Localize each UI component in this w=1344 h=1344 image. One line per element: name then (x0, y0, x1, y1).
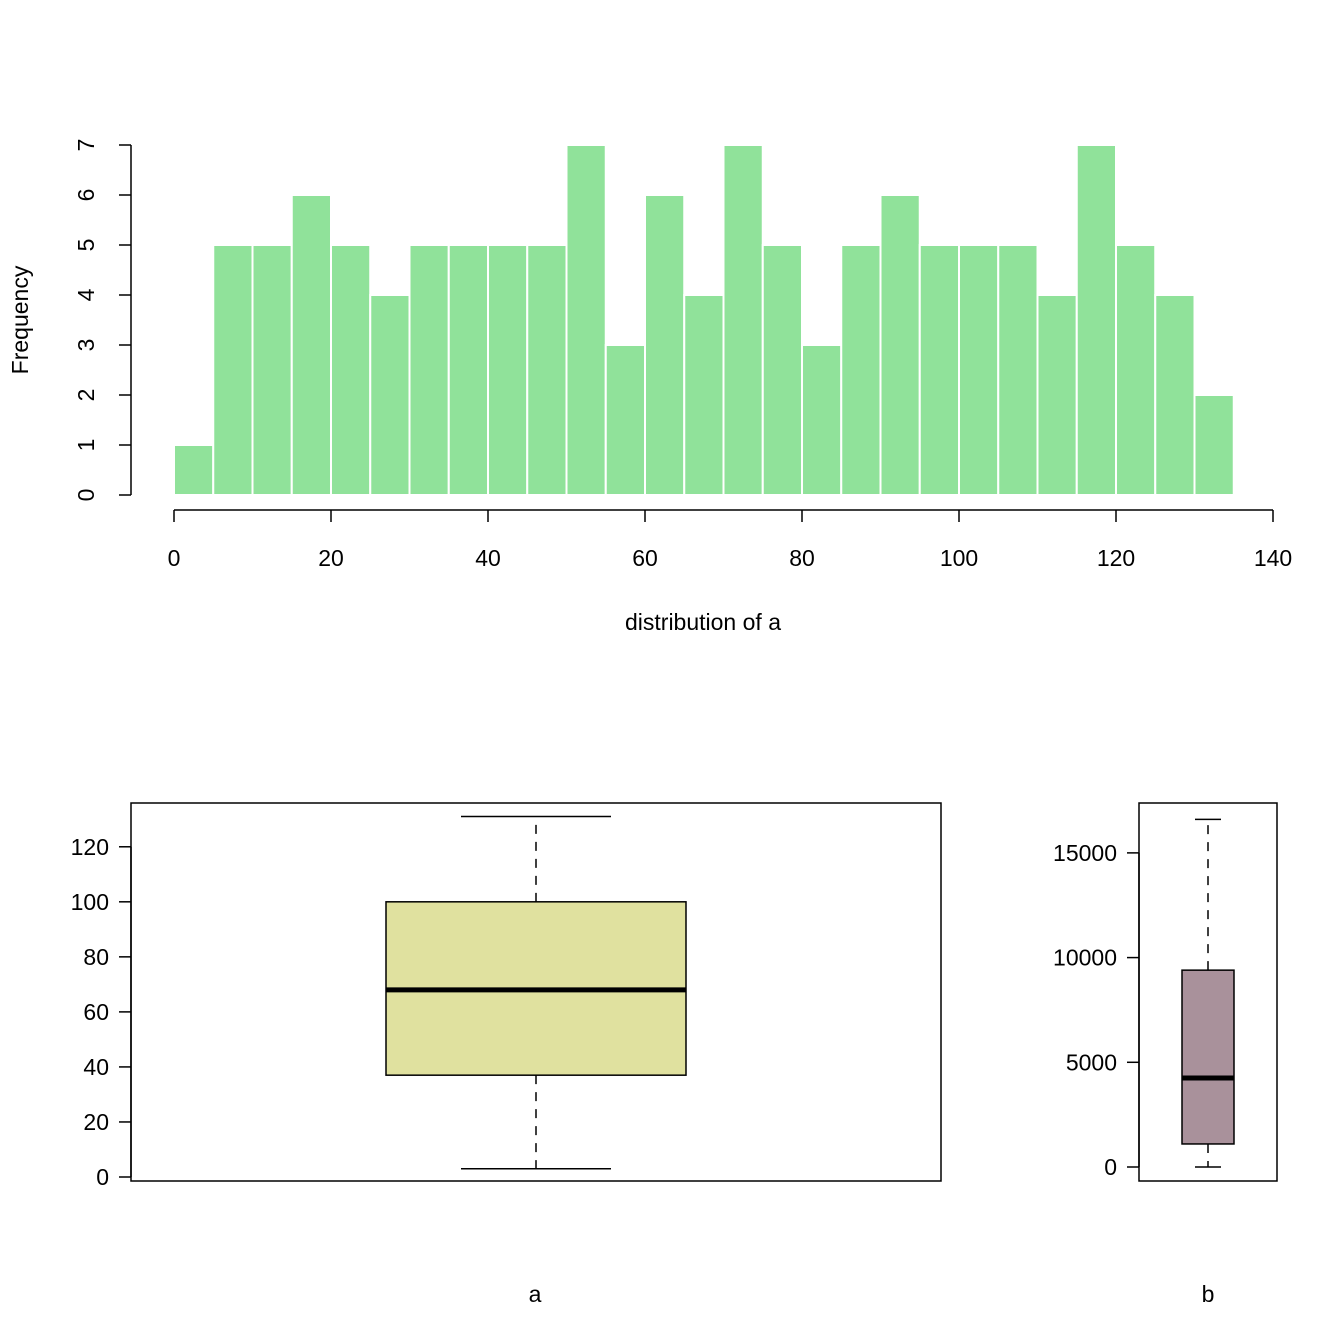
histogram-bar (330, 244, 372, 496)
histogram-bar (369, 294, 411, 496)
boxplot-b-y-axis: 0 5000 10000 15000 (1053, 840, 1140, 1180)
histogram-bar (1036, 294, 1078, 496)
y-tick-label: 0 (1104, 1154, 1117, 1180)
histogram-y-tick-label: 7 (73, 139, 99, 152)
y-tick-label: 5000 (1066, 1049, 1117, 1075)
histogram-bar (526, 244, 568, 496)
histogram-bar (604, 344, 646, 496)
histogram-y-tick-label: 4 (73, 288, 99, 301)
box-iqr (1181, 969, 1235, 1145)
histogram-y-tick-label: 6 (73, 189, 99, 202)
histogram-x-tick-label: 60 (632, 545, 658, 571)
histogram-bars (173, 144, 1235, 496)
histogram-bar (251, 244, 293, 496)
histogram-bar (173, 444, 215, 496)
y-tick-label: 15000 (1053, 840, 1117, 866)
histogram-bar (840, 244, 882, 496)
histogram-y-tick-label: 2 (73, 389, 99, 402)
histogram-bar (644, 194, 686, 496)
histogram-x-axis-label: distribution of a (625, 609, 781, 635)
histogram-y-axis: 0 1 2 3 4 5 6 7 (73, 139, 132, 502)
boxplot-b-x-label: b (1202, 1281, 1215, 1307)
histogram-y-tick-label: 0 (73, 489, 99, 502)
histogram-bar (1193, 394, 1235, 496)
y-tick-label: 60 (83, 999, 109, 1025)
histogram-bar (487, 244, 529, 496)
y-tick-label: 20 (83, 1109, 109, 1135)
y-tick-label: 100 (71, 889, 109, 915)
histogram-bar (879, 194, 921, 496)
y-tick-label: 40 (83, 1054, 109, 1080)
histogram-panel: 0 20 40 60 80 100 120 140 0 1 2 3 4 5 6 7 distribution… (7, 139, 1292, 635)
y-tick-label: 10000 (1053, 945, 1117, 971)
histogram-bar (447, 244, 489, 496)
histogram-bar (997, 244, 1039, 496)
histogram-bar (761, 244, 803, 496)
histogram-y-tick-label: 3 (73, 339, 99, 352)
histogram-bar (683, 294, 725, 496)
histogram-y-tick-label: 5 (73, 239, 99, 252)
histogram-bar (918, 244, 960, 496)
histogram-bar (290, 194, 332, 496)
histogram-x-tick-label: 0 (168, 545, 181, 571)
y-tick-label: 80 (83, 944, 109, 970)
boxplot-a-panel: 0 20 40 60 80 100 120 a (71, 802, 942, 1307)
histogram-x-tick-label: 20 (318, 545, 344, 571)
histogram-x-tick-label: 40 (475, 545, 501, 571)
histogram-bar (958, 244, 1000, 496)
histogram-bar (565, 144, 607, 496)
histogram-x-tick-label: 100 (940, 545, 978, 571)
histogram-y-tick-label: 1 (73, 439, 99, 452)
histogram-bar (1154, 294, 1196, 496)
histogram-bar (1115, 244, 1157, 496)
y-tick-label: 120 (71, 834, 109, 860)
boxplot-b-marks (1181, 818, 1235, 1168)
boxplot-a-x-label: a (529, 1281, 542, 1307)
histogram-x-axis: 0 20 40 60 80 100 120 140 (168, 509, 1292, 571)
histogram-x-tick-label: 120 (1097, 545, 1135, 571)
boxplot-b-panel: 0 5000 10000 15000 b (1053, 802, 1278, 1307)
histogram-x-tick-label: 80 (789, 545, 815, 571)
histogram-y-axis-label: Frequency (7, 265, 33, 374)
histogram-x-tick-label: 140 (1254, 545, 1292, 571)
histogram-bar (212, 244, 254, 496)
histogram-bar (801, 344, 843, 496)
histogram-bar (1075, 144, 1117, 496)
boxplot-a-marks (385, 815, 687, 1170)
boxplot-a-y-axis: 0 20 40 60 80 100 120 (71, 834, 132, 1190)
histogram-bar (722, 144, 764, 496)
histogram-bar (408, 244, 450, 496)
y-tick-label: 0 (96, 1164, 109, 1190)
